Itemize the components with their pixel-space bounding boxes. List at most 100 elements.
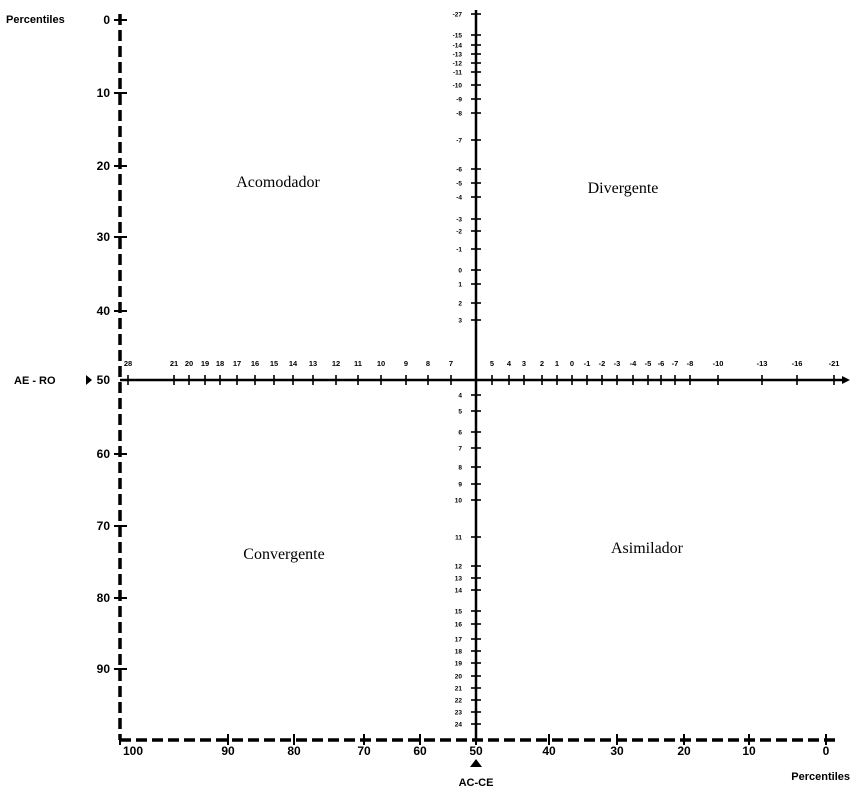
bottom-scale-ticks (119, 734, 827, 745)
horizontal-axis-tick-label: 3 (522, 359, 526, 368)
horizontal-axis-tick-label: -6 (658, 359, 665, 368)
horizontal-axis-tick-label: 11 (354, 359, 362, 368)
vertical-axis-tick-label: -8 (456, 111, 462, 118)
horizontal-axis-tick-label: -4 (630, 359, 637, 368)
vertical-axis-tick-label: 7 (458, 446, 462, 453)
vertical-axis-tick-label: -11 (453, 70, 462, 77)
vertical-axis-marker-icon (470, 759, 482, 767)
horizontal-axis-tick-label: 4 (507, 359, 512, 368)
left-scale-label: 60 (97, 447, 111, 461)
horizontal-axis-tick-label: 7 (449, 359, 453, 368)
bottom-scale-label: 0 (823, 744, 830, 758)
vertical-axis-tick-label: 12 (455, 564, 463, 571)
bottom-scale-label: 60 (413, 744, 427, 758)
vertical-axis-tick-label: 23 (455, 710, 463, 717)
bottom-scale-label: 70 (357, 744, 371, 758)
horizontal-axis-tick-label: 9 (404, 359, 408, 368)
horizontal-axis-tick-label: -16 (792, 359, 803, 368)
vertical-axis-tick-label: 11 (455, 535, 462, 542)
left-scale-ticks (114, 19, 127, 670)
vertical-axis-tick-label: 13 (455, 576, 463, 583)
horizontal-axis-tick-label: 1 (555, 359, 559, 368)
vertical-axis-tick-label: -14 (453, 43, 463, 50)
horizontal-axis-tick-label: -5 (645, 359, 652, 368)
vertical-axis-tick-label: -1 (456, 247, 462, 254)
vertical-axis-tick-label: 3 (458, 318, 462, 325)
bottom-scale-label: 80 (287, 744, 301, 758)
vertical-axis-tick-label: 17 (455, 637, 463, 644)
quadrant-label-divergente: Divergente (588, 180, 659, 197)
vertical-axis-tick-label: -7 (456, 138, 462, 145)
horizontal-axis-tick-label: -7 (672, 359, 679, 368)
horizontal-axis-tick-label: -3 (614, 359, 621, 368)
bottom-scale-label: 90 (221, 744, 235, 758)
vertical-axis-tick-label: -6 (456, 167, 462, 174)
bottom-scale-label: 40 (542, 744, 556, 758)
vertical-axis-tick-label: 0 (458, 268, 462, 275)
vertical-axis-tick-label: -4 (456, 195, 462, 202)
horizontal-axis-arrowhead (842, 376, 850, 384)
left-axis-title: Percentiles (6, 14, 65, 26)
horizontal-axis-tick-label: 10 (377, 359, 385, 368)
horizontal-axis-tick-label: -10 (713, 359, 724, 368)
vertical-axis-tick-label: 18 (455, 649, 463, 656)
bottom-scale-label: 10 (742, 744, 756, 758)
horizontal-axis-tick-label: 15 (270, 359, 278, 368)
horizontal-axis-tick-label: 19 (201, 359, 209, 368)
vertical-axis-tick-label: 4 (458, 393, 462, 400)
vertical-axis-tick-label: 2 (458, 301, 462, 308)
vertical-axis-tick-label: -10 (453, 83, 463, 90)
horizontal-axis-tick-label: 0 (570, 359, 574, 368)
left-scale-label: 0 (103, 13, 110, 27)
bottom-scale-label: 30 (610, 744, 624, 758)
left-scale-label: 70 (97, 519, 111, 533)
horizontal-axis-tick-label: 16 (251, 359, 259, 368)
horizontal-axis-tick-label: -1 (584, 359, 591, 368)
bottom-scale-label: 20 (677, 744, 691, 758)
vertical-axis-tick-label: 6 (458, 430, 462, 437)
horizontal-axis-tick-label: 2 (540, 359, 544, 368)
left-scale-label: 10 (97, 86, 111, 100)
left-scale-labels: 0 10 20 30 40 50 60 70 80 90 (97, 13, 111, 676)
left-scale-label: 20 (97, 159, 111, 173)
vertical-axis-tick-label: 15 (455, 609, 463, 616)
horizontal-axis-tick-label: -21 (829, 359, 840, 368)
vertical-axis-tick-label: -27 (453, 12, 463, 19)
vertical-axis-label: AC-CE (459, 777, 494, 789)
horizontal-axis-tick-label: 21 (170, 359, 178, 368)
left-scale-label: 80 (97, 591, 111, 605)
vertical-axis-tick-label: 20 (455, 674, 463, 681)
vertical-axis-tick-label: 10 (455, 498, 463, 505)
vertical-axis-tick-label: -9 (456, 97, 462, 104)
vertical-axis-tick-label: 21 (455, 686, 463, 693)
horizontal-axis-tick-label: 20 (185, 359, 193, 368)
left-scale-label: 40 (97, 304, 111, 318)
horizontal-axis-label: AE - RO (14, 375, 56, 387)
vertical-axis-tick-label: -12 (453, 61, 463, 68)
horizontal-axis-tick-label: 12 (332, 359, 340, 368)
horizontal-axis-tick-label: 5 (490, 359, 494, 368)
vertical-axis-tick-label: -2 (456, 229, 462, 236)
horizontal-axis-tick-label: 18 (216, 359, 224, 368)
vertical-axis-tick-label: 16 (455, 622, 463, 629)
horizontal-axis-tick-label: 14 (289, 359, 298, 368)
vertical-axis-ticks (471, 13, 481, 725)
vertical-axis-tick-label: 24 (455, 722, 463, 729)
vertical-axis-tick-label: -15 (453, 33, 463, 40)
quadrant-label-convergente: Convergente (243, 546, 324, 563)
vertical-axis-tick-label: -13 (453, 52, 463, 59)
quadrant-label-asimilador: Asimilador (611, 540, 684, 557)
vertical-axis-tick-label: 5 (458, 409, 462, 416)
horizontal-axis-tick-label: -13 (757, 359, 768, 368)
horizontal-axis-ticks (127, 375, 835, 385)
bottom-scale-label: 100 (123, 744, 143, 758)
horizontal-axis-tick-label: 17 (233, 359, 241, 368)
left-scale-label: 50 (97, 373, 111, 387)
vertical-axis-tick-label: 9 (458, 482, 462, 489)
vertical-axis-tick-label: 22 (455, 698, 463, 705)
horizontal-axis-marker-icon (86, 375, 92, 385)
vertical-axis-tick-label: -3 (456, 217, 462, 224)
bottom-axis-title: Percentiles (791, 771, 850, 783)
horizontal-axis-tick-label: -8 (687, 359, 694, 368)
horizontal-axis-tick-label: 13 (309, 359, 317, 368)
